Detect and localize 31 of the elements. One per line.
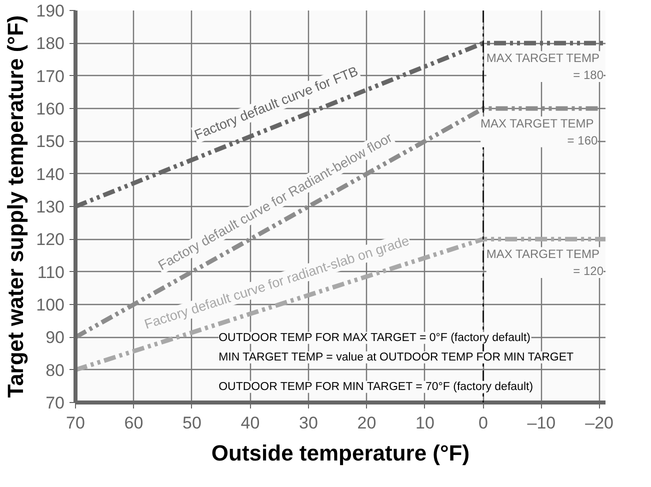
y-tick-label: 180 (36, 34, 65, 54)
y-tick-label: 120 (36, 230, 65, 250)
y-tick-label: 160 (36, 100, 65, 118)
y-tick-label: 150 (36, 132, 65, 152)
x-tick-label: 70 (66, 414, 85, 432)
y-tick-label: 70 (46, 394, 65, 412)
annotation: OUTDOOR TEMP FOR MIN TARGET = 70°F (factory default) (218, 380, 534, 393)
annotation: OUTDOOR TEMP FOR MAX TARGET = 0°F (factory default) (218, 332, 531, 344)
x-tick-label: 40 (240, 414, 260, 432)
y-tick-label: 80 (46, 360, 65, 380)
x-tick-label: 50 (182, 414, 202, 432)
x-tick-label: 10 (415, 414, 434, 432)
y-tick-label: 100 (36, 296, 65, 314)
y-tick-label: 140 (36, 164, 65, 184)
x-tick-label: 60 (124, 414, 144, 432)
y-tick-label: 190 (36, 2, 65, 20)
x-tick-label: –10 (527, 414, 556, 432)
y-tick-label: 110 (37, 262, 65, 282)
annotation: MIN TARGET TEMP = value at OUTDOOR TEMP FOR MIN TARGET (218, 351, 574, 364)
y-tick-label: 90 (46, 328, 65, 348)
x-axis-title: Outside temperature (°F) (211, 440, 470, 466)
x-tick-label: 20 (357, 414, 376, 432)
y-axis-title: Target water supply temperature (°F) (3, 15, 28, 398)
y-tick-label: 130 (36, 198, 65, 216)
x-tick-label: 0 (478, 414, 488, 432)
annotation: MAX TARGET TEMP = 160 (480, 116, 598, 148)
x-tick-label: –20 (585, 414, 614, 432)
y-tick-label: 170 (36, 66, 65, 86)
annotation: MAX TARGET TEMP = 180 (486, 51, 604, 82)
annotation: MAX TARGET TEMP = 120 (486, 247, 604, 278)
x-tick-label: 30 (299, 414, 318, 432)
